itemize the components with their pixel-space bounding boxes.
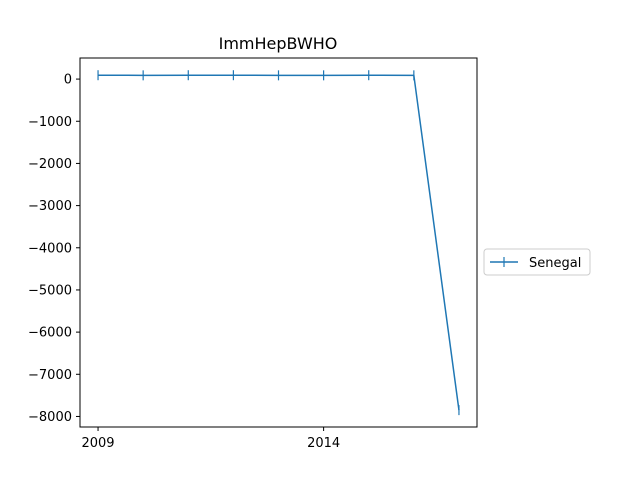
y-tick-label: −6000 <box>28 326 72 341</box>
x-tick-label: 2009 <box>81 436 114 451</box>
legend-label-senegal: Senegal <box>529 256 581 271</box>
y-tick-label: 0 <box>64 73 72 88</box>
x-axis: 2009 2014 <box>81 427 340 451</box>
y-tick-label: −7000 <box>28 368 72 383</box>
chart-title: ImmHepBWHO <box>219 34 338 53</box>
y-tick-label: −3000 <box>28 199 72 214</box>
x-tick-label: 2014 <box>307 436 340 451</box>
y-tick-label: −2000 <box>28 157 72 172</box>
legend: Senegal <box>483 248 591 276</box>
plot-area <box>80 58 477 427</box>
legend-box <box>483 248 591 276</box>
series-layer <box>97 70 460 416</box>
y-tick-label: −4000 <box>28 241 72 256</box>
plot-frame <box>79 57 478 428</box>
y-tick-label: −1000 <box>28 115 72 130</box>
y-tick-label: −8000 <box>28 410 72 425</box>
y-axis: 0 −1000 −2000 −3000 −4000 −5000 −6000 −7000 −800… <box>28 73 80 425</box>
y-tick-label: −5000 <box>28 283 72 298</box>
